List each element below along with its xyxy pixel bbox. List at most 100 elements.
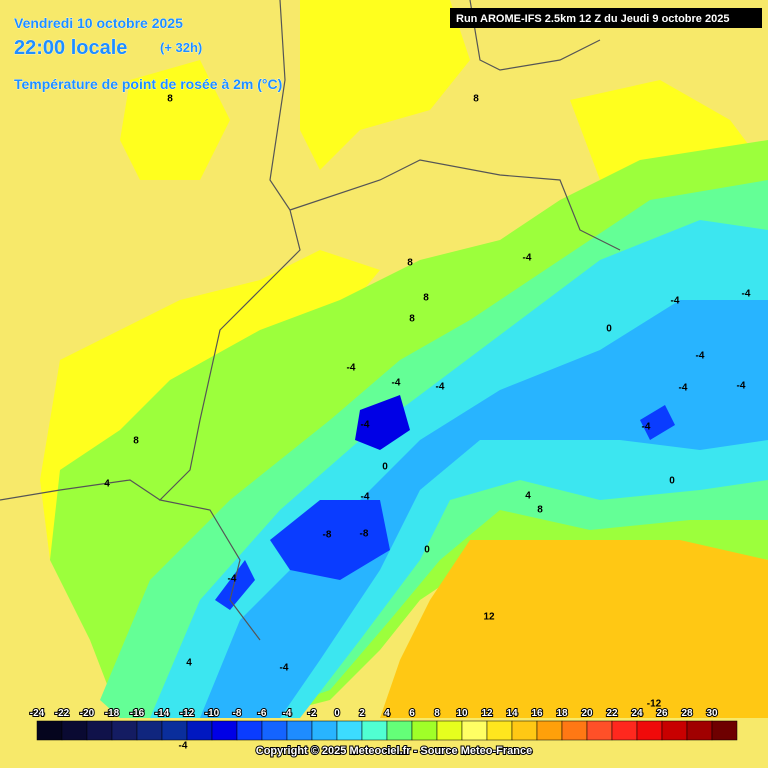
color-swatch <box>111 720 138 741</box>
contour-label: -4 <box>742 289 751 300</box>
color-swatch <box>561 720 588 741</box>
scale-label: -4 <box>283 708 292 719</box>
forecast-offset: (+ 32h) <box>160 40 202 55</box>
borders <box>0 0 621 641</box>
contour-label: 0 <box>606 324 612 335</box>
contour-label: -4 <box>523 253 532 264</box>
color-swatch <box>86 720 113 741</box>
scale-label: 22 <box>606 708 618 719</box>
forecast-date: Vendredi 10 octobre 2025 <box>14 15 183 31</box>
scale-label: 20 <box>581 708 593 719</box>
color-scale: -24 -22 -20 -18 -16 -14 -12 -10 -8 -6 -4 -2 0 2 4 6 8 10 1… <box>29 707 738 741</box>
dewpoint-field <box>40 0 768 718</box>
scale-label: -16 <box>130 708 145 719</box>
contour-label: 4 <box>525 491 531 502</box>
scale-label: -18 <box>105 708 120 719</box>
contour-label: 8 <box>537 505 543 516</box>
forecast-time: 22:00 locale <box>14 37 127 59</box>
scale-label: 26 <box>656 708 668 719</box>
color-swatch <box>611 720 638 741</box>
contour-label: 4 <box>186 658 192 669</box>
color-swatch <box>511 720 538 741</box>
color-swatch <box>361 720 388 741</box>
color-swatch <box>711 720 738 741</box>
color-swatch <box>636 720 663 741</box>
run-info: Run AROME-IFS 2.5km 12 Z du Jeudi 9 octo… <box>456 13 729 25</box>
color-swatch <box>311 720 338 741</box>
contour-label: 12 <box>483 612 495 623</box>
scale-label: 24 <box>631 708 643 719</box>
scale-label: 0 <box>334 708 340 719</box>
color-swatch <box>186 720 213 741</box>
contour-label: 0 <box>382 462 388 473</box>
contour-label: -4 <box>361 492 370 503</box>
color-swatch <box>461 720 488 741</box>
contour-label: -4 <box>737 381 746 392</box>
contour-label: 0 <box>669 476 675 487</box>
contour-label: 4 <box>104 479 110 490</box>
color-swatch <box>261 720 288 741</box>
contour-label: -4 <box>679 383 688 394</box>
color-swatch <box>161 720 188 741</box>
contour-label: -4 <box>228 574 237 585</box>
color-swatch <box>586 720 613 741</box>
parameter-title: Température de point de rosée à 2m (°C) <box>14 76 282 92</box>
color-swatch <box>211 720 238 741</box>
color-swatch <box>286 720 313 741</box>
run-banner <box>450 8 762 28</box>
contour-label: 8 <box>473 94 479 105</box>
contour-label: -4 <box>436 382 445 393</box>
scale-label: 16 <box>531 708 543 719</box>
color-swatch <box>436 720 463 741</box>
scale-label: 2 <box>359 708 365 719</box>
contour-label: 8 <box>407 258 413 269</box>
contour-label: 8 <box>167 94 173 105</box>
contour-label: -4 <box>347 363 356 374</box>
scale-label: -10 <box>205 708 220 719</box>
color-swatch <box>386 720 413 741</box>
scale-label: 10 <box>456 708 468 719</box>
scale-label: 4 <box>384 708 390 719</box>
scale-label: 18 <box>556 708 568 719</box>
color-swatch <box>661 720 688 741</box>
color-swatch <box>686 720 713 741</box>
contour-label: -4 <box>642 422 651 433</box>
contour-label: -4 <box>280 663 289 674</box>
contour-label: 0 <box>424 545 430 556</box>
scale-label: -12 <box>180 708 195 719</box>
scale-label: 28 <box>681 708 693 719</box>
copyright: Copyright © 2025 Meteociel.fr - Source M… <box>256 745 532 757</box>
scale-label: 6 <box>409 708 415 719</box>
scale-label: -2 <box>308 708 317 719</box>
contour-label: -4 <box>179 741 188 752</box>
color-swatch <box>336 720 363 741</box>
contour-label: 8 <box>423 293 429 304</box>
scale-label: 8 <box>434 708 440 719</box>
color-swatch <box>61 720 88 741</box>
color-swatch <box>486 720 513 741</box>
color-swatch <box>236 720 263 741</box>
contour-label: -8 <box>323 530 332 541</box>
scale-label: 14 <box>506 708 518 719</box>
scale-label: -8 <box>233 708 242 719</box>
scale-label: -24 <box>30 708 45 719</box>
color-swatch <box>536 720 563 741</box>
contour-label: -4 <box>361 420 370 431</box>
contour-label: 8 <box>133 436 139 447</box>
contour-label: -12 <box>647 699 662 710</box>
scale-label: 12 <box>481 708 493 719</box>
scale-label: -22 <box>55 708 70 719</box>
scale-label: 30 <box>706 708 718 719</box>
scale-label: -20 <box>80 708 95 719</box>
contour-label: 8 <box>409 314 415 325</box>
contour-label: -4 <box>671 296 680 307</box>
scale-label: -6 <box>258 708 267 719</box>
color-swatch <box>411 720 438 741</box>
contour-label: -4 <box>696 351 705 362</box>
contour-label: -4 <box>392 378 401 389</box>
scale-label: -14 <box>155 708 170 719</box>
color-swatch <box>136 720 163 741</box>
color-swatch <box>36 720 63 741</box>
